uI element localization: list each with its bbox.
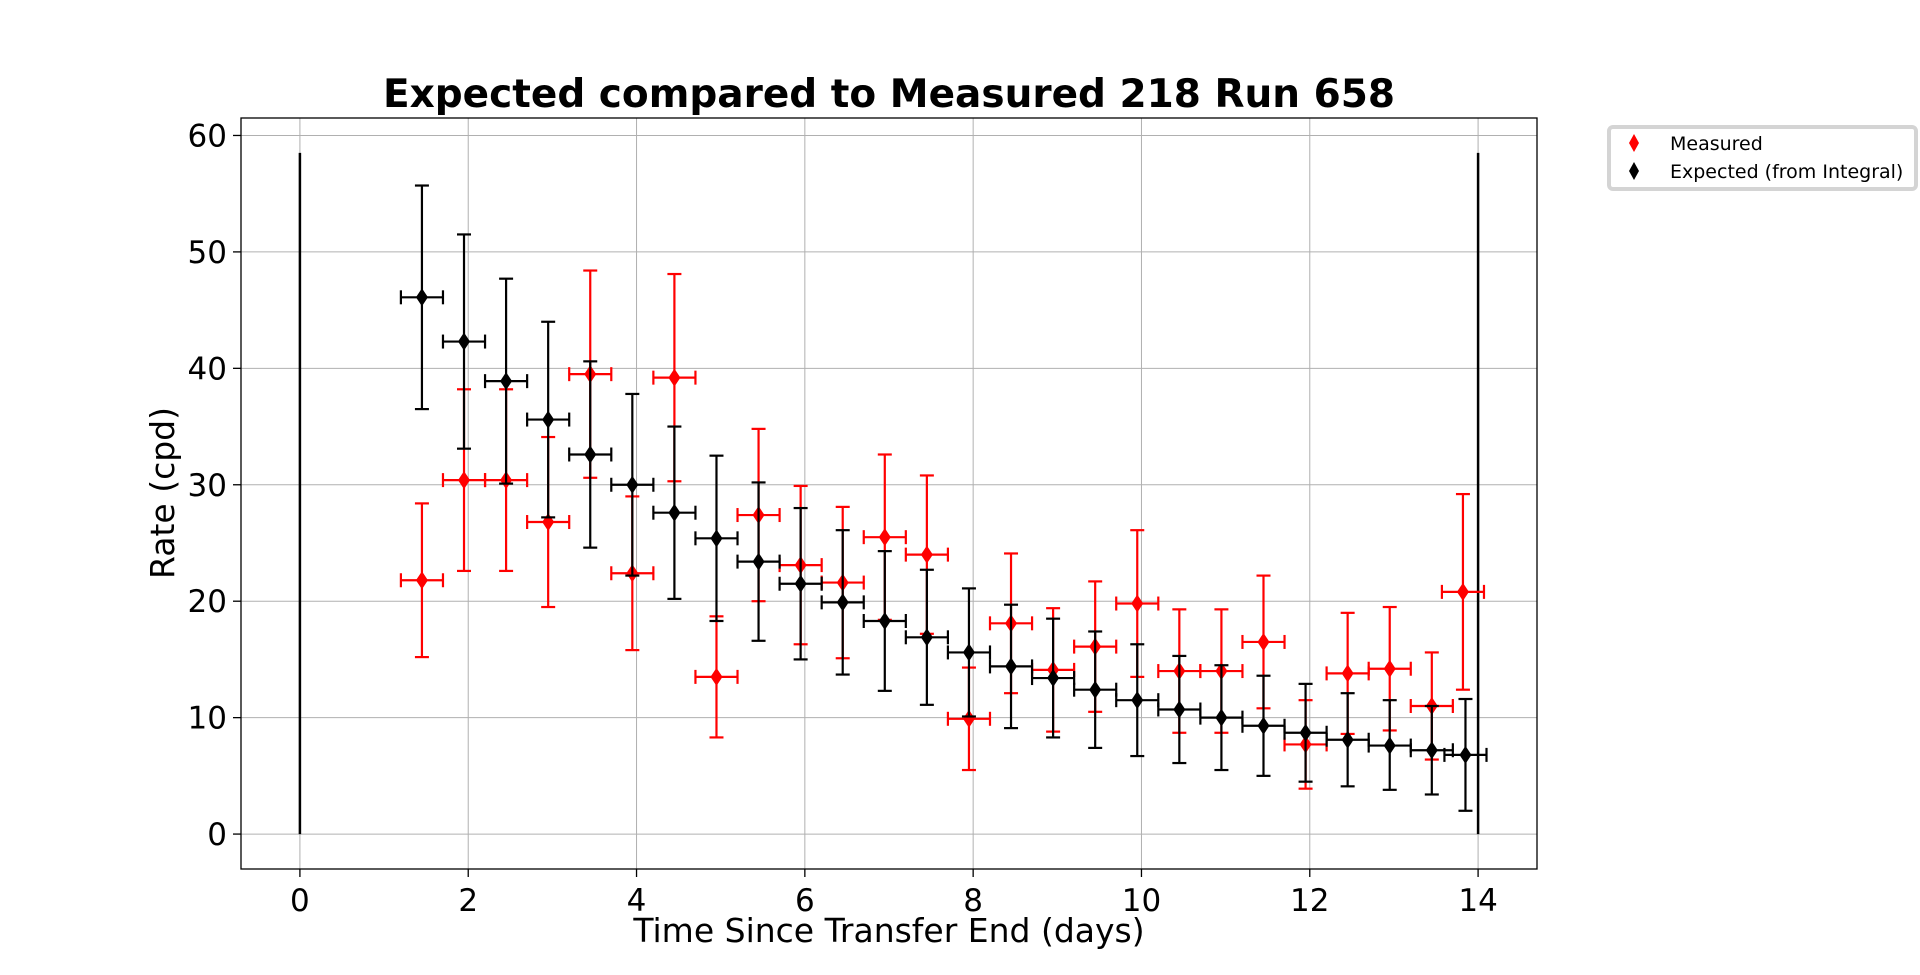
y-tick-label: 50 <box>188 235 227 271</box>
data-point <box>1341 664 1354 683</box>
data-point <box>1456 582 1469 601</box>
data-point <box>1383 736 1396 755</box>
y-tick-label: 30 <box>188 468 227 504</box>
legend: Measured Expected (from Integral) <box>1607 125 1918 191</box>
chart-title: Expected compared to Measured 218 Run 65… <box>383 72 1395 117</box>
plot-frame <box>240 117 1538 870</box>
y-axis-ticks: 0 10 20 30 40 50 60 <box>188 118 241 853</box>
data-point <box>920 545 933 564</box>
series-layer <box>399 184 1488 812</box>
data-point <box>1131 594 1144 613</box>
x-axis-label: Time Since Transfer End (days) <box>632 911 1144 950</box>
y-axis-label: Rate (cpd) <box>143 407 182 579</box>
data-point <box>668 503 681 522</box>
x-tick-label: 4 <box>627 883 647 919</box>
data-point <box>1459 745 1472 764</box>
data-point <box>1215 708 1228 727</box>
data-point <box>962 709 975 728</box>
x-tick-label: 10 <box>1122 883 1161 919</box>
series-0 <box>399 269 1486 790</box>
vertical-markers <box>298 152 1480 835</box>
data-point <box>752 552 765 571</box>
x-tick-label: 8 <box>963 883 983 919</box>
data-point <box>1341 730 1354 749</box>
data-point <box>415 571 428 590</box>
x-tick-label: 6 <box>795 883 815 919</box>
y-tick-label: 40 <box>188 351 227 387</box>
legend-marker-expected <box>1629 162 1639 180</box>
data-point <box>1131 691 1144 710</box>
data-point <box>542 410 555 429</box>
data-point <box>710 667 723 686</box>
x-tick-label: 2 <box>458 883 478 919</box>
x-tick-label: 0 <box>290 883 310 919</box>
data-point <box>415 288 428 307</box>
data-point <box>1425 741 1438 760</box>
data-point <box>962 643 975 662</box>
legend-frame <box>1607 125 1918 191</box>
data-point <box>584 445 597 464</box>
data-point <box>458 332 471 351</box>
data-point <box>668 368 681 387</box>
x-tick-label: 12 <box>1290 883 1329 919</box>
legend-label-expected: Expected (from Integral) <box>1670 161 1903 183</box>
legend-label-measured: Measured <box>1670 133 1763 155</box>
y-tick-label: 10 <box>188 701 227 737</box>
data-point <box>794 574 807 593</box>
data-point <box>1257 716 1270 735</box>
data-point <box>920 628 933 647</box>
data-point <box>1047 669 1060 688</box>
data-point <box>1299 723 1312 742</box>
data-point <box>458 471 471 490</box>
data-point <box>1005 657 1018 676</box>
y-tick-label: 60 <box>188 118 227 154</box>
grid <box>241 118 1537 869</box>
x-tick-label: 14 <box>1458 883 1497 919</box>
data-point <box>626 475 639 494</box>
x-axis-ticks: 0 2 4 6 8 10 12 14 <box>290 869 1498 919</box>
y-tick-label: 20 <box>188 584 227 620</box>
legend-marker-measured <box>1629 134 1639 152</box>
data-point <box>1173 700 1186 719</box>
data-point <box>1383 659 1396 678</box>
data-point <box>1089 680 1102 699</box>
y-tick-label: 0 <box>207 817 227 853</box>
data-point <box>500 372 513 391</box>
data-point <box>1257 632 1270 651</box>
series-1 <box>399 184 1488 812</box>
data-point <box>710 529 723 548</box>
data-point <box>836 593 849 612</box>
data-point <box>878 528 891 547</box>
data-point <box>878 611 891 630</box>
